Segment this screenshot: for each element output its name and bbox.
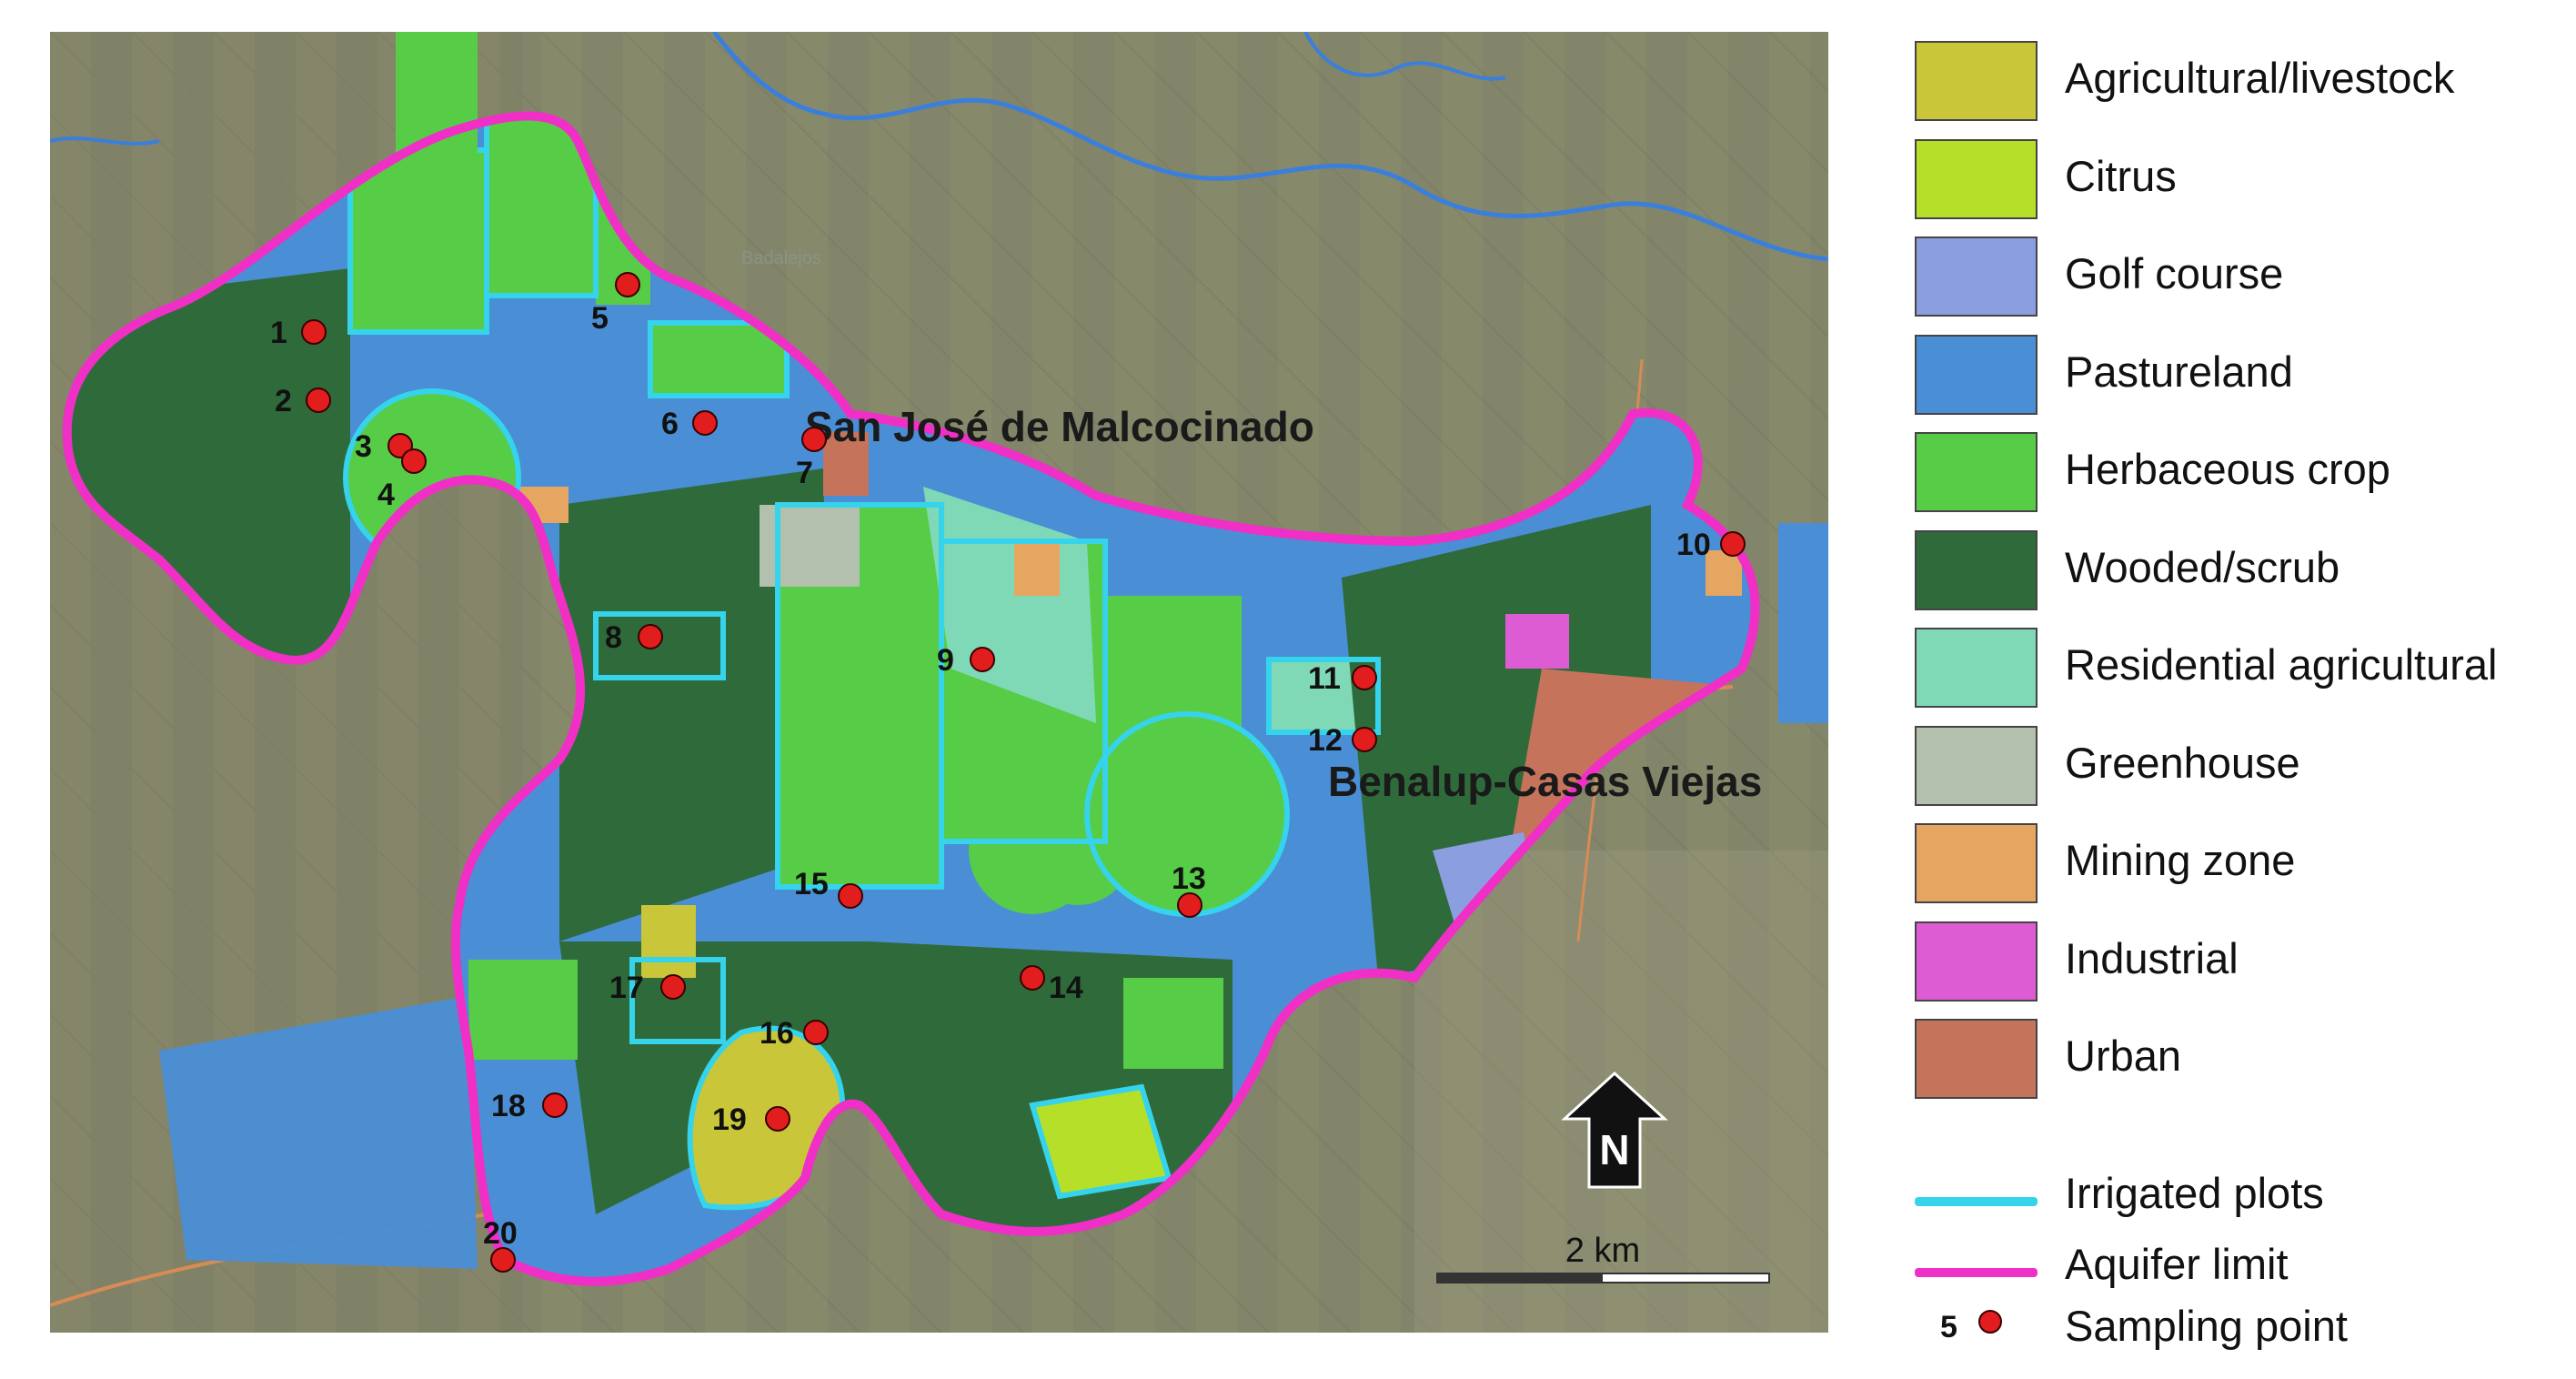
legend-label: Pastureland <box>2065 347 2293 396</box>
sampling-point-label-19: 19 <box>712 1102 747 1137</box>
place-label-benalup: Benalup-Casas Viejas <box>1328 758 1762 805</box>
legend-item: Industrial <box>1906 917 2570 1002</box>
legend-item: Urban <box>1906 1014 2570 1100</box>
sampling-point-label-4: 4 <box>377 478 395 512</box>
legend-label: Golf course <box>2065 249 2284 297</box>
legend-swatch <box>1915 725 2038 806</box>
legend-label: Agricultural/livestock <box>2065 54 2455 102</box>
sampling-point-label-10: 10 <box>1676 528 1711 562</box>
legend-label: Residential agricultural <box>2065 640 2498 689</box>
sampling-point-16 <box>803 1020 829 1045</box>
map-legend: Agricultural/livestock Citrus Golf course P… <box>1906 36 2570 1350</box>
sampling-point-label-18: 18 <box>491 1089 526 1123</box>
legend-swatch <box>1915 529 2038 610</box>
legend-line-aquifer <box>1915 1268 2038 1277</box>
legend-item: Residential agricultural <box>1906 623 2570 709</box>
sampling-point-label-17: 17 <box>609 971 644 1005</box>
legend-swatch <box>1915 628 2038 708</box>
place-label-san-jose: San José de Malcocinado <box>805 403 1314 450</box>
sampling-point-label-13: 13 <box>1172 861 1206 896</box>
legend-point-number: 5 <box>1940 1310 1957 1344</box>
legend-item: Herbaceous crop <box>1906 428 2570 513</box>
legend-swatch <box>1915 334 2038 415</box>
place-label-badalejos: Badalejos <box>741 248 821 268</box>
sampling-point-15 <box>838 883 863 909</box>
sampling-point-label-5: 5 <box>591 301 609 336</box>
sampling-point-20 <box>490 1247 516 1273</box>
legend-label: Urban <box>2065 1032 2182 1080</box>
legend-swatch <box>1915 823 2038 903</box>
sampling-point-18 <box>542 1092 568 1118</box>
legend-swatch <box>1915 1019 2038 1099</box>
sampling-point-label-7: 7 <box>796 456 813 490</box>
sampling-point-label-6: 6 <box>661 407 679 441</box>
sampling-point-14 <box>1020 965 1045 991</box>
legend-swatch <box>1915 921 2038 1002</box>
legend-point-dot <box>1978 1310 2002 1334</box>
sampling-point-19 <box>765 1106 790 1132</box>
sampling-point-10 <box>1720 531 1746 557</box>
legend-item: Greenhouse <box>1906 721 2570 807</box>
sampling-point-label-8: 8 <box>605 620 622 655</box>
legend-item-aquifer: Aquifer limit <box>1906 1223 2570 1308</box>
sampling-point-13 <box>1177 892 1202 918</box>
legend-swatch <box>1915 432 2038 512</box>
sampling-point-label-3: 3 <box>355 429 372 464</box>
sampling-point-12 <box>1352 727 1377 752</box>
sampling-point-label-11: 11 <box>1308 661 1341 696</box>
sampling-point-9 <box>970 647 995 672</box>
sampling-point-2 <box>306 388 331 413</box>
legend-swatch <box>1915 138 2038 219</box>
legend-label-irrigated: Irrigated plots <box>2065 1169 2324 1217</box>
legend-swatch <box>1915 41 2038 121</box>
legend-label: Herbaceous crop <box>2065 445 2390 493</box>
legend-item: Citrus <box>1906 135 2570 220</box>
legend-label-aquifer: Aquifer limit <box>2065 1240 2289 1288</box>
sampling-point-11 <box>1352 665 1377 690</box>
legend-label: Greenhouse <box>2065 738 2300 787</box>
legend-item: Golf course <box>1906 232 2570 317</box>
sampling-point-17 <box>660 974 686 1000</box>
legend-line-irrigated <box>1915 1197 2038 1206</box>
north-arrow-icon: N <box>1561 1071 1668 1189</box>
sampling-point-label-16: 16 <box>760 1016 794 1051</box>
legend-item: Agricultural/livestock <box>1906 36 2570 122</box>
sampling-point-5 <box>615 272 640 297</box>
legend-label: Wooded/scrub <box>2065 542 2340 591</box>
legend-item-irrigated: Irrigated plots <box>1906 1152 2570 1237</box>
legend-item: Wooded/scrub <box>1906 526 2570 611</box>
sampling-point-6 <box>692 410 718 436</box>
legend-item: Pastureland <box>1906 330 2570 416</box>
sampling-point-label-20: 20 <box>483 1216 518 1251</box>
land-use-map: San José de Malcocinado Benalup-Casas Vi… <box>50 32 1828 1333</box>
sampling-point-1 <box>301 319 327 345</box>
sampling-point-7 <box>801 427 827 452</box>
legend-swatch <box>1915 237 2038 317</box>
sampling-point-label-2: 2 <box>275 384 292 418</box>
legend-label: Citrus <box>2065 151 2177 200</box>
sampling-point-label-9: 9 <box>937 643 954 678</box>
sampling-point-label-1: 1 <box>270 316 287 350</box>
legend-item-sampling: 5 Sampling point <box>1906 1293 2570 1379</box>
sampling-point-4 <box>401 448 427 474</box>
legend-label: Industrial <box>2065 933 2239 982</box>
legend-label: Mining zone <box>2065 836 2296 884</box>
sampling-point-label-14: 14 <box>1049 971 1083 1005</box>
legend-item: Mining zone <box>1906 819 2570 904</box>
north-label: N <box>1599 1126 1629 1173</box>
sampling-point-label-15: 15 <box>794 867 829 901</box>
sampling-point-8 <box>638 624 663 649</box>
scale-bar-icon: 2 km <box>1436 1232 1770 1283</box>
sampling-point-label-12: 12 <box>1308 723 1343 758</box>
legend-label-sampling: Sampling point <box>2065 1302 2348 1350</box>
scale-label: 2 km <box>1565 1232 1640 1270</box>
